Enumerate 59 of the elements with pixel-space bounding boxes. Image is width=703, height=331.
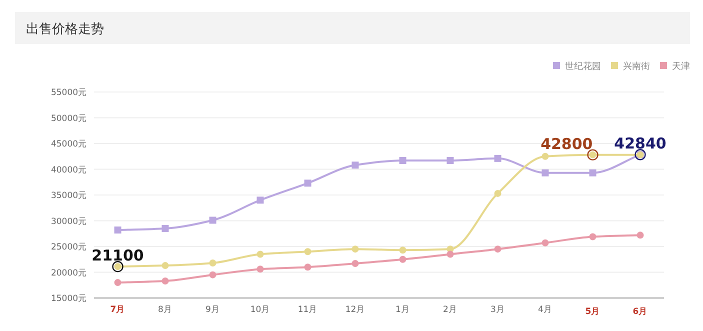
- x-tick-label: 11月: [298, 305, 318, 315]
- chart-title: 出售价格走势: [26, 22, 104, 37]
- point: [494, 154, 502, 162]
- point: [304, 264, 312, 271]
- point: [209, 271, 216, 278]
- x-tick-label: 12月: [345, 305, 366, 315]
- x-tick-label: 2月: [443, 305, 458, 315]
- point: [304, 180, 312, 187]
- y-tick-label: 45000元: [50, 138, 88, 150]
- x-tick-label: 10月: [250, 305, 270, 315]
- y-tick-label: 30000元: [50, 216, 88, 227]
- point: [162, 278, 169, 285]
- legend-label: 世纪花园: [565, 61, 601, 72]
- y-tick-label: 25000元: [50, 242, 88, 252]
- annotation: 21100: [92, 246, 144, 265]
- annotation: 42800: [540, 134, 593, 153]
- x-tick-label: 8月: [158, 305, 172, 315]
- y-tick-label: 40000元: [50, 164, 88, 176]
- point: [256, 196, 264, 204]
- point: [256, 266, 264, 273]
- x-tick-label: 1月: [396, 305, 410, 315]
- point: [494, 190, 502, 197]
- point: [542, 169, 549, 176]
- point: [114, 279, 122, 286]
- legend-label: 天津: [672, 61, 690, 72]
- point: [446, 156, 454, 164]
- point: [304, 248, 312, 256]
- y-tick-label: 20000元: [50, 267, 88, 278]
- point: [162, 224, 169, 232]
- point: [399, 256, 406, 263]
- point: [162, 262, 169, 270]
- y-tick-label: 55000元: [50, 87, 88, 98]
- point: [446, 250, 454, 258]
- point: [352, 246, 359, 253]
- point: [352, 162, 359, 169]
- y-tick-label: 50000元: [50, 112, 88, 124]
- x-tick-label: 7月: [110, 304, 126, 315]
- point: [399, 246, 406, 254]
- y-tick-label: 35000元: [50, 190, 88, 201]
- x-tick-label: 6月: [632, 306, 648, 317]
- point: [636, 232, 644, 239]
- point: [542, 152, 549, 160]
- point: [352, 260, 359, 267]
- point: [589, 169, 596, 176]
- point: [209, 259, 216, 266]
- legend-label: 兴南街: [623, 61, 650, 72]
- x-tick-label: 5月: [585, 306, 600, 317]
- point: [494, 246, 502, 253]
- x-tick-label: 9月: [206, 305, 220, 315]
- x-tick-label: 4月: [538, 305, 552, 315]
- y-tick-label: 15000元: [50, 293, 88, 304]
- x-tick-label: 3月: [490, 305, 505, 315]
- annotation: 42840: [614, 134, 666, 153]
- point: [209, 216, 216, 224]
- point: [256, 250, 264, 258]
- point: [589, 233, 596, 240]
- point: [114, 226, 122, 234]
- point: [399, 156, 406, 164]
- point: [542, 239, 549, 246]
